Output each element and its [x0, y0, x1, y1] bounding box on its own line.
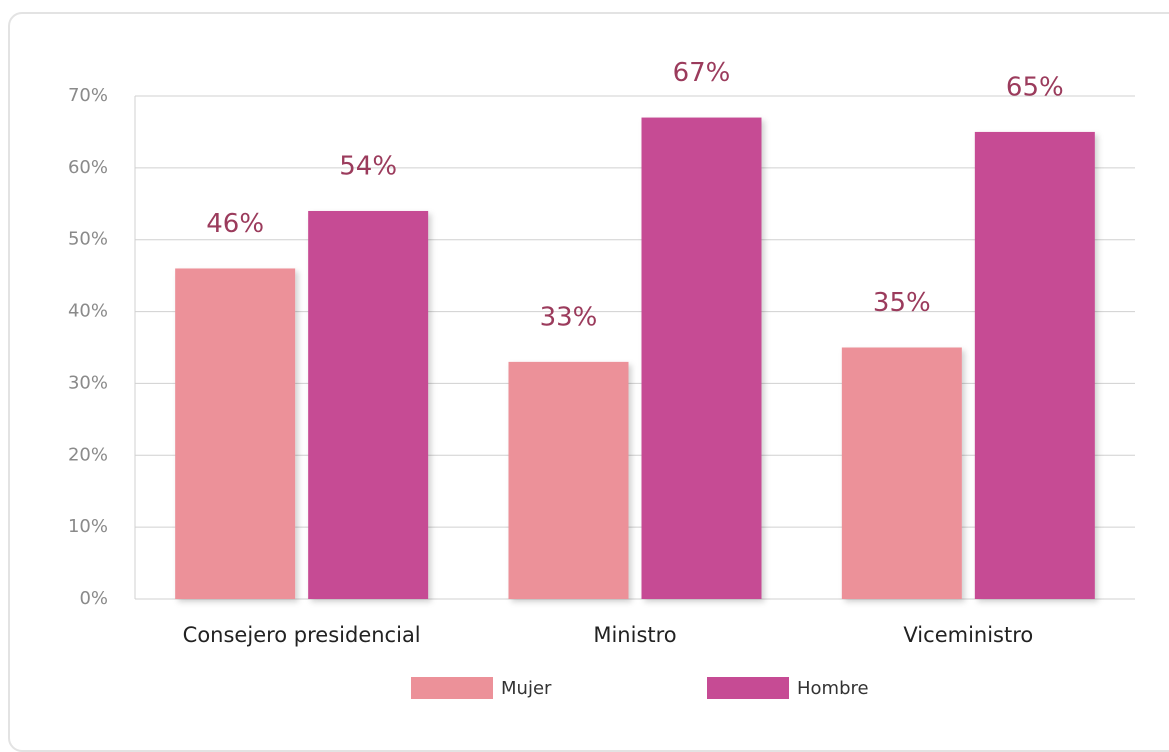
bar: [308, 210, 429, 599]
y-tick-label: 70%: [68, 85, 108, 106]
x-tick-label: Viceministro: [903, 623, 1033, 647]
value-label: 35%: [873, 288, 931, 318]
y-tick-label: 20%: [68, 444, 108, 465]
bar: [508, 361, 629, 599]
value-label: 67%: [673, 58, 731, 88]
y-tick-label: 40%: [68, 301, 108, 322]
legend-label: Hombre: [797, 678, 869, 699]
bar: [641, 117, 762, 600]
page: {"chart_data": {"type": "bar", "categori…: [8, 12, 1169, 752]
y-tick-label: 0%: [79, 588, 108, 609]
y-tick-label: 60%: [68, 157, 108, 178]
y-tick-label: 30%: [68, 372, 108, 393]
value-label: 33%: [540, 302, 598, 332]
legend-swatch: [411, 677, 493, 699]
value-label: 46%: [206, 209, 264, 239]
x-tick-label: Consejero presidencial: [183, 623, 421, 647]
y-tick-label: 10%: [68, 516, 108, 537]
value-label: 65%: [1006, 72, 1064, 102]
value-label: 54%: [339, 151, 397, 181]
legend-swatch: [707, 677, 789, 699]
x-tick-label: Ministro: [593, 623, 676, 647]
y-tick-label: 50%: [68, 229, 108, 250]
bar: [841, 347, 962, 599]
legend-label: Mujer: [501, 678, 552, 699]
bar: [974, 131, 1095, 599]
chart: 0% 10% 20% 30% 40% 50% 60% 70% Consejero preside…: [68, 58, 1135, 699]
bar: [175, 268, 296, 599]
